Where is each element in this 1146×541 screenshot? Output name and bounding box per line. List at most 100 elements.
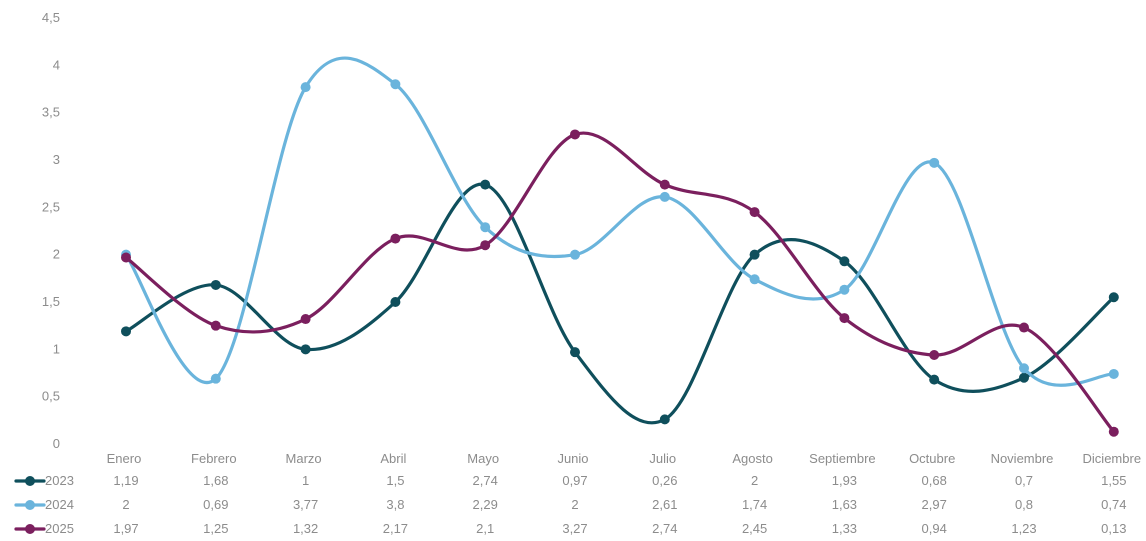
data-point-2024 xyxy=(1108,368,1119,379)
series-line-2024 xyxy=(124,56,1116,387)
data-point-2023 xyxy=(480,179,491,190)
table-cell: 1,63 xyxy=(832,497,857,512)
table-cell: 1,33 xyxy=(832,521,857,536)
data-point-2025 xyxy=(210,320,221,331)
data-point-2025 xyxy=(929,350,940,361)
legend-label-2025: 2025 xyxy=(45,521,74,536)
table-cell: 2 xyxy=(751,473,758,488)
data-point-2024 xyxy=(300,82,311,93)
table-cell: 3,8 xyxy=(386,497,404,512)
table-cell: 1,5 xyxy=(386,473,404,488)
y-tick-label: 2,5 xyxy=(42,199,60,214)
data-point-2024 xyxy=(480,222,491,233)
data-point-2025 xyxy=(480,240,491,251)
y-tick-label: 1 xyxy=(53,341,60,356)
category-labels: Enero Febrero Marzo Abril Mayo Junio Julio Agos… xyxy=(107,451,1141,466)
data-point-2023 xyxy=(210,279,221,290)
y-tick-label: 1,5 xyxy=(42,294,60,309)
data-point-2023 xyxy=(390,297,401,307)
table-cell: 2,61 xyxy=(652,497,677,512)
table-cell: 0,94 xyxy=(922,521,947,536)
table-cell: 0,97 xyxy=(562,473,587,488)
data-point-2023 xyxy=(659,414,670,425)
table-cell: 1,74 xyxy=(742,497,767,512)
data-point-2024 xyxy=(749,274,760,285)
table-cell: 2,17 xyxy=(383,521,408,536)
data-point-2023 xyxy=(570,347,580,358)
table-cell: 2,1 xyxy=(476,521,494,536)
table-cell: 2,74 xyxy=(473,473,498,488)
table-cell: 1,23 xyxy=(1011,521,1036,536)
category-label: Diciembre xyxy=(1083,451,1142,466)
legend-marker-2024 xyxy=(25,500,35,510)
data-point-2023 xyxy=(1019,372,1029,383)
table-cell: 3,77 xyxy=(293,497,318,512)
data-point-2023 xyxy=(839,256,850,267)
table-cell: 2,74 xyxy=(652,521,677,536)
data-table: 2023 1,19 1,68 1 1,5 2,74 0,97 0,26 2 1,93 0,68 0,7… xyxy=(14,473,1126,536)
data-point-2025 xyxy=(390,233,401,244)
table-cell: 3,27 xyxy=(562,521,587,536)
data-point-2024 xyxy=(570,249,580,260)
legend-marker-2023 xyxy=(25,476,35,486)
data-point-2024 xyxy=(659,191,670,202)
y-tick-label: 3,5 xyxy=(42,105,60,120)
category-label: Enero xyxy=(107,451,142,466)
y-tick-label: 0 xyxy=(53,436,60,451)
data-point-2024 xyxy=(929,157,940,168)
table-cell: 1 xyxy=(302,473,309,488)
category-label: Septiembre xyxy=(809,451,875,466)
table-cell: 2 xyxy=(571,497,578,512)
table-cell: 0,13 xyxy=(1101,521,1126,536)
chart-points xyxy=(121,79,1119,437)
table-cell: 2 xyxy=(122,497,129,512)
table-cell: 0,26 xyxy=(652,473,677,488)
data-point-2025 xyxy=(749,207,760,218)
category-label: Febrero xyxy=(191,451,237,466)
data-point-2023 xyxy=(929,374,940,385)
table-cell: 1,55 xyxy=(1101,473,1126,488)
legend-label-2024: 2024 xyxy=(45,497,74,512)
data-point-2024 xyxy=(210,373,221,384)
category-label: Octubre xyxy=(909,451,955,466)
data-point-2025 xyxy=(570,129,580,140)
table-cell: 0,68 xyxy=(922,473,947,488)
y-axis: 0 0,5 1 1,5 2 2,5 3 3,5 4 4,5 xyxy=(42,10,60,451)
table-cell: 1,19 xyxy=(113,473,138,488)
table-cell: 1,25 xyxy=(203,521,228,536)
y-tick-label: 0,5 xyxy=(42,389,60,404)
category-label: Julio xyxy=(649,451,676,466)
y-tick-label: 2 xyxy=(53,247,60,262)
series-line-2025 xyxy=(124,131,1116,434)
table-cell: 1,93 xyxy=(832,473,857,488)
table-cell: 0,69 xyxy=(203,497,228,512)
category-label: Abril xyxy=(380,451,406,466)
table-cell: 0,7 xyxy=(1015,473,1033,488)
category-label: Marzo xyxy=(286,451,322,466)
table-cell: 2,97 xyxy=(922,497,947,512)
data-point-2024 xyxy=(839,284,850,295)
data-point-2025 xyxy=(121,252,131,263)
category-label: Agosto xyxy=(732,451,772,466)
data-point-2025 xyxy=(1019,322,1029,333)
table-cell: 2,29 xyxy=(473,497,498,512)
y-tick-label: 4 xyxy=(53,57,60,72)
table-cell: 1,97 xyxy=(113,521,138,536)
category-label: Noviembre xyxy=(991,451,1054,466)
data-point-2024 xyxy=(390,79,401,90)
y-tick-label: 4,5 xyxy=(42,10,60,25)
data-point-2025 xyxy=(300,314,311,325)
data-point-2025 xyxy=(1108,426,1119,437)
data-point-2024 xyxy=(1019,363,1029,374)
table-cell: 1,32 xyxy=(293,521,318,536)
legend-marker-2025 xyxy=(25,524,35,534)
table-cell: 0,74 xyxy=(1101,497,1126,512)
y-tick-label: 3 xyxy=(53,152,60,167)
data-point-2023 xyxy=(1108,292,1119,303)
data-point-2025 xyxy=(839,313,850,324)
table-cell: 1,68 xyxy=(203,473,228,488)
legend-label-2023: 2023 xyxy=(45,473,74,488)
data-point-2023 xyxy=(300,344,311,355)
chart-lines xyxy=(124,56,1116,434)
